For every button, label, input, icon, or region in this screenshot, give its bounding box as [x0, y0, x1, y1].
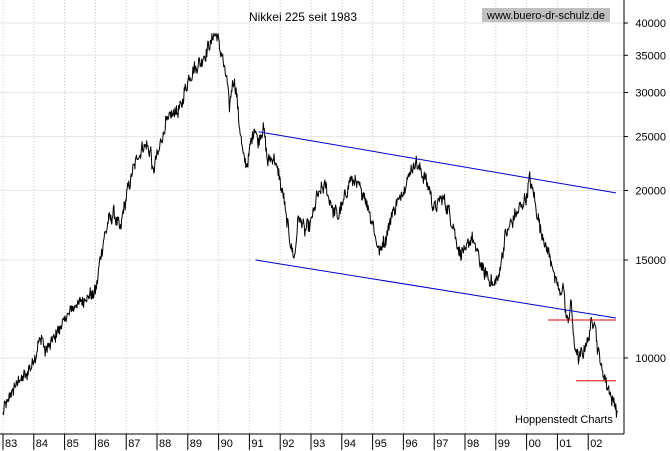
x-tick-label: 95 — [375, 438, 387, 450]
y-tick-label: 30000 — [635, 88, 666, 100]
source-note: Hoppenstedt Charts — [515, 414, 613, 426]
watermark-box — [482, 8, 610, 22]
x-tick-label: 98 — [467, 438, 479, 450]
x-tick-label: 02 — [590, 438, 602, 450]
vertical-grid — [2, 0, 589, 434]
horizontal-grid — [0, 22, 624, 359]
y-tick-label: 40000 — [635, 18, 666, 30]
x-tick-label: 84 — [36, 438, 48, 450]
nikkei-series-line — [2, 32, 618, 418]
y-tick-label: 25000 — [635, 132, 666, 144]
x-tick-label: 91 — [251, 438, 263, 450]
watermark-text: www.buero-dr-schulz.de — [486, 10, 605, 22]
x-tick-label: 99 — [498, 438, 510, 450]
x-tick-label: 85 — [67, 438, 79, 450]
trend-channel-line — [258, 131, 617, 194]
trend-channel-line — [255, 259, 616, 319]
x-tick-label: 96 — [405, 438, 417, 450]
x-tick-label: 92 — [282, 438, 294, 450]
y-tick-label: 20000 — [635, 185, 666, 197]
y-tick-label: 15000 — [635, 255, 666, 267]
x-tick-label: 88 — [159, 438, 171, 450]
x-tick-label: 93 — [313, 438, 325, 450]
chart-title: Nikkei 225 seit 1983 — [249, 10, 357, 24]
trendlines — [255, 131, 617, 382]
x-tick-label: 94 — [344, 438, 356, 450]
x-tick-label: 00 — [529, 438, 541, 450]
y-tick-label: 10000 — [635, 353, 666, 365]
series-layer — [2, 32, 618, 418]
x-tick-label: 01 — [559, 438, 571, 450]
x-tick-label: 89 — [190, 438, 202, 450]
x-axis-ticks: 83 84 85 86 87 88 89 90 91 92 93 94 95 96 97 98 99 00 01 02 — [2, 434, 602, 450]
x-tick-label: 97 — [436, 438, 448, 450]
x-tick-label: 90 — [221, 438, 233, 450]
x-tick-label: 86 — [97, 438, 109, 450]
x-tick-label: 87 — [128, 438, 140, 450]
y-tick-label: 35000 — [635, 50, 666, 62]
y-axis-ticks: 40000 35000 30000 25000 20000 15000 10000 — [624, 18, 666, 365]
x-tick-label: 83 — [5, 438, 17, 450]
